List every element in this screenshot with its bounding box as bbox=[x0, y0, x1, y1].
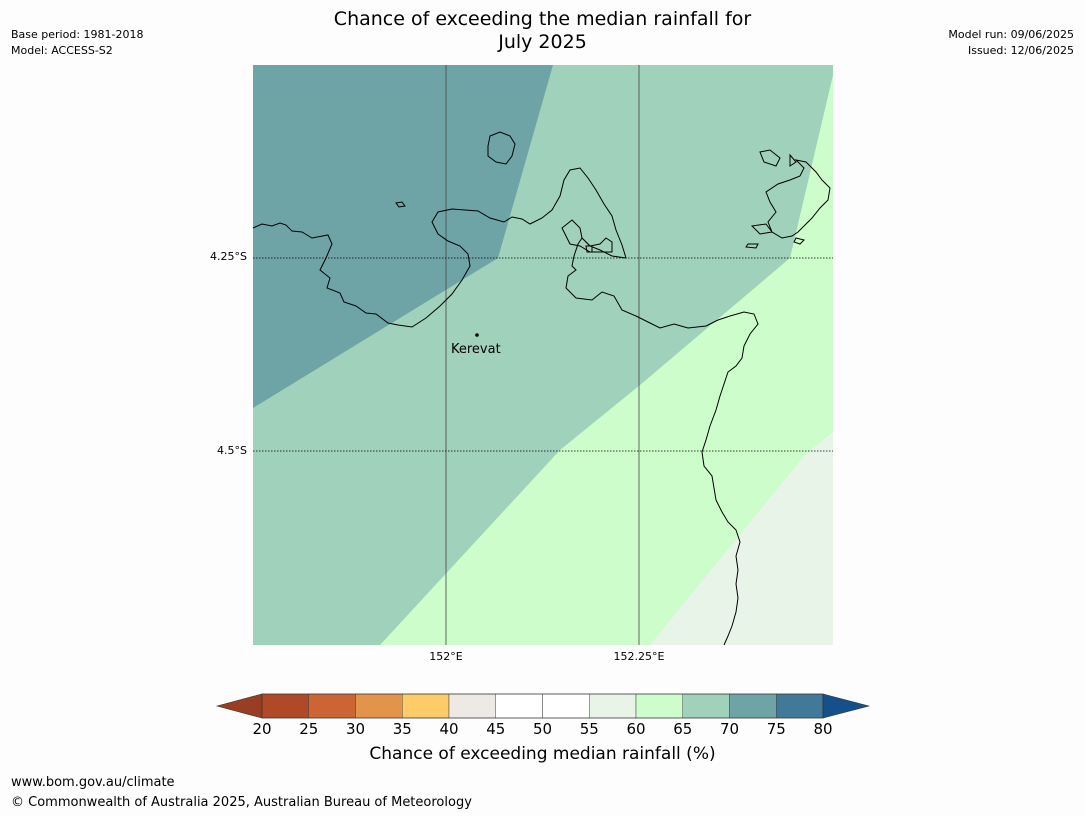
place-label-kerevat: Kerevat bbox=[451, 342, 501, 357]
colorbar-tick-label: 25 bbox=[299, 720, 319, 738]
colorbar-segment bbox=[308, 693, 356, 719]
colorbar-segment bbox=[776, 693, 824, 719]
model-name: Model: ACCESS-S2 bbox=[11, 44, 113, 57]
colorbar-tick-label: 55 bbox=[579, 720, 599, 738]
colorbar-tick-label: 35 bbox=[392, 720, 412, 738]
colorbar-tick-label: 40 bbox=[439, 720, 459, 738]
coastline bbox=[252, 131, 831, 646]
probability-zones bbox=[253, 65, 833, 645]
header-left: Base period: 1981-2018 Model: ACCESS-S2 bbox=[11, 27, 143, 59]
colorbar-tick-label: 60 bbox=[626, 720, 646, 738]
islets-east bbox=[745, 149, 831, 249]
island-north bbox=[487, 131, 516, 165]
model-run: Model run: 09/06/2025 bbox=[948, 28, 1074, 41]
islet-b bbox=[585, 245, 593, 253]
colorbar-tick-label: 75 bbox=[766, 720, 786, 738]
colorbar-segments bbox=[261, 693, 824, 719]
colorbar-tick-label: 80 bbox=[813, 720, 833, 738]
lat-label-4-25: 4.25°S bbox=[210, 250, 247, 263]
colorbar-segment bbox=[542, 693, 590, 719]
lon-label-152: 152°E bbox=[429, 650, 463, 663]
colorbar-segment bbox=[402, 693, 450, 719]
page-title: Chance of exceeding the median rainfall … bbox=[0, 8, 1085, 54]
colorbar-segment bbox=[261, 693, 309, 719]
colorbar-tick-label: 45 bbox=[486, 720, 506, 738]
colorbar-tick-label: 70 bbox=[719, 720, 740, 738]
colorbar-segment bbox=[495, 693, 543, 719]
colorbar-segment bbox=[635, 693, 683, 719]
title-line-1: Chance of exceeding the median rainfall … bbox=[333, 8, 752, 30]
footer-copyright: © Commonwealth of Australia 2025, Austra… bbox=[11, 795, 472, 810]
lon-label-152-25: 152.25°E bbox=[613, 650, 665, 663]
kerevat-marker bbox=[475, 333, 479, 337]
colorbar bbox=[215, 693, 871, 719]
base-period: Base period: 1981-2018 bbox=[11, 28, 144, 41]
colorbar-tick-label: 30 bbox=[345, 720, 366, 738]
colorbar-under-arrow bbox=[215, 693, 263, 719]
colorbar-segment bbox=[448, 693, 496, 719]
header-right: Model run: 09/06/2025 Issued: 12/06/2025 bbox=[948, 27, 1074, 59]
colorbar-over-arrow bbox=[822, 693, 871, 719]
colorbar-outline bbox=[261, 693, 824, 719]
colorbar-segment bbox=[589, 693, 637, 719]
bay-inlet bbox=[561, 219, 613, 253]
graticule bbox=[253, 65, 833, 645]
coastline-west bbox=[252, 167, 759, 646]
colorbar-tick-label: 65 bbox=[673, 720, 693, 738]
colorbar-title: Chance of exceeding median rainfall (%) bbox=[369, 744, 716, 764]
colorbar-tick-label: 20 bbox=[252, 720, 272, 738]
colorbar-segment bbox=[682, 693, 730, 719]
title-line-2: July 2025 bbox=[498, 31, 587, 53]
colorbar-segment bbox=[355, 693, 403, 719]
zone-60-65 bbox=[380, 75, 833, 645]
colorbar-segment bbox=[729, 693, 777, 719]
zone-55-60 bbox=[650, 432, 833, 645]
lat-label-4-5: 4.5°S bbox=[217, 444, 247, 457]
issued-date: Issued: 12/06/2025 bbox=[967, 44, 1074, 57]
footer-url: www.bom.gov.au/climate bbox=[11, 775, 175, 790]
islet-a bbox=[395, 201, 406, 208]
colorbar-tick-label: 50 bbox=[532, 720, 553, 738]
zone-70-75 bbox=[253, 65, 553, 408]
